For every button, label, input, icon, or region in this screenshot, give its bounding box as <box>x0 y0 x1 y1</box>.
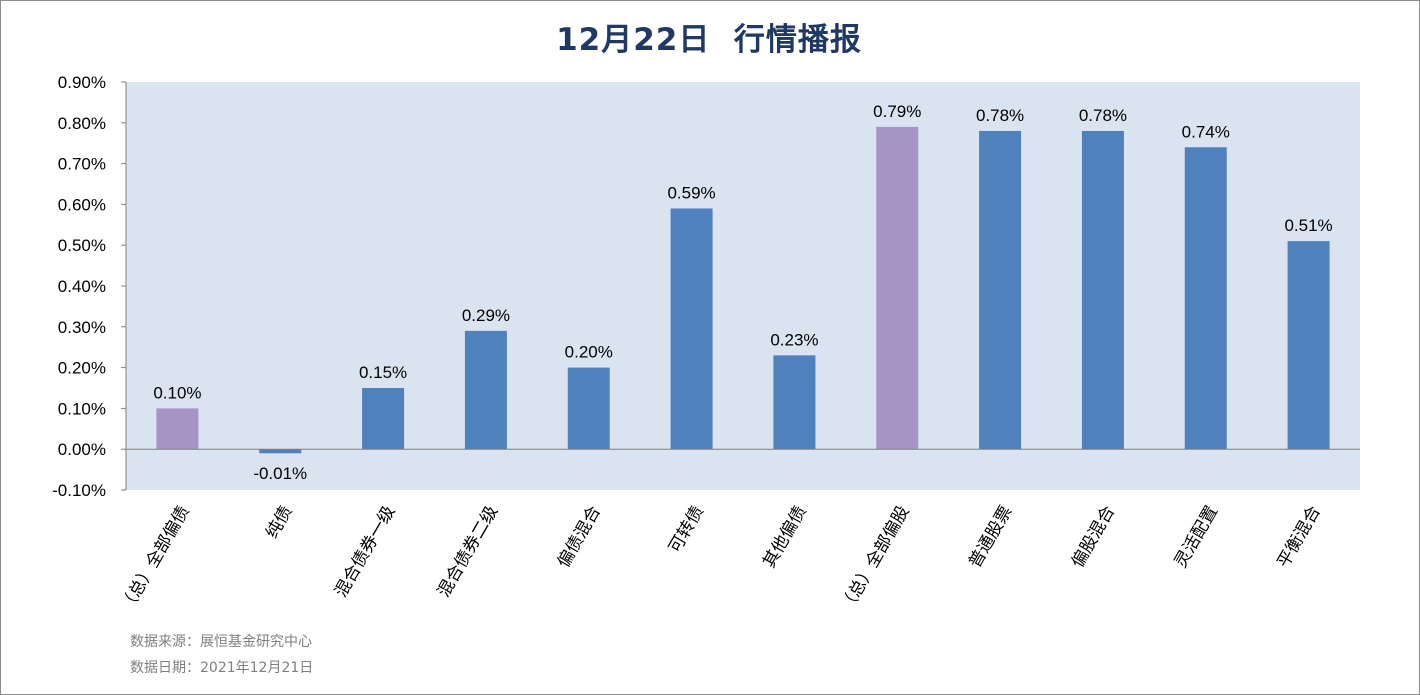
y-tick-label: 0.40% <box>58 277 106 296</box>
category-label: 灵活配置 <box>1171 503 1222 572</box>
bar-value-label: 0.79% <box>873 102 921 121</box>
bar-value-label: 0.23% <box>770 330 818 349</box>
category-label: 混合债券二级 <box>434 502 502 600</box>
bar <box>567 367 610 450</box>
y-tick-label: 0.90% <box>58 73 106 92</box>
bar-value-label: 0.74% <box>1182 122 1230 141</box>
y-tick-label: 0.30% <box>58 318 106 337</box>
plot-area <box>126 82 1360 490</box>
category-label: 偏债混合 <box>554 503 605 572</box>
category-label: 其他偏债 <box>759 503 810 572</box>
bar-value-label: 0.59% <box>667 183 715 202</box>
y-tick-label: 0.10% <box>58 399 106 418</box>
y-axis: 0.90% 0.80% 0.70% 0.60% 0.50% 0.40% 0.30% 0.20%… <box>52 73 127 500</box>
y-tick-label: 0.20% <box>58 359 106 378</box>
bar <box>1081 130 1124 450</box>
bar <box>773 355 816 450</box>
bar <box>156 408 199 450</box>
bar <box>979 130 1022 450</box>
category-labels: （总）全部偏债 纯债 混合债券一级 混合债券二级 偏债混合 可转债 其他偏债 （总）全部偏股普… <box>117 502 1325 615</box>
y-tick-label: 0.60% <box>58 195 106 214</box>
data-labels: 0.10% -0.01% 0.15% 0.29% 0.20% 0.59% 0.23% 0.79… <box>153 102 1332 483</box>
y-tick-label: 0.00% <box>58 440 106 459</box>
bar <box>876 126 919 450</box>
bar-value-label: 0.10% <box>153 383 201 402</box>
bar-value-label: 0.15% <box>359 363 407 382</box>
bar <box>362 388 405 450</box>
category-label: 可转债 <box>665 503 708 557</box>
bar-value-label: 0.78% <box>1079 106 1127 125</box>
bar <box>670 208 713 450</box>
category-label: 普通股票 <box>965 502 1016 571</box>
category-label: 平衡混合 <box>1274 503 1325 572</box>
bar-value-label: 0.29% <box>462 306 510 325</box>
bar <box>1184 147 1227 450</box>
y-tick-label: 0.70% <box>58 155 106 174</box>
category-label: 偏股混合 <box>1068 503 1119 572</box>
bar-value-label: -0.01% <box>253 464 307 483</box>
y-tick-label: 0.80% <box>58 114 106 133</box>
bar <box>464 330 507 450</box>
bar <box>259 449 302 454</box>
chart-title: 12月22日 行情播报 <box>556 22 862 58</box>
category-label: 纯债 <box>262 503 296 542</box>
category-label: （总）全部偏股 <box>837 503 914 616</box>
bar-value-label: 0.78% <box>976 106 1024 125</box>
bar-value-label: 0.20% <box>565 343 613 362</box>
y-tick-label: 0.50% <box>58 236 106 255</box>
data-source-note: 数据来源：展恒基金研究中心 <box>130 634 312 650</box>
bars <box>156 126 1330 454</box>
y-tick-label: -0.10% <box>52 481 106 500</box>
bar-value-label: 0.51% <box>1284 216 1332 235</box>
category-label: 混合债券一级 <box>331 503 399 601</box>
data-date-note: 数据日期：2021年12月21日 <box>130 660 314 676</box>
bar <box>1287 241 1330 450</box>
category-label: （总）全部偏债 <box>117 503 194 616</box>
